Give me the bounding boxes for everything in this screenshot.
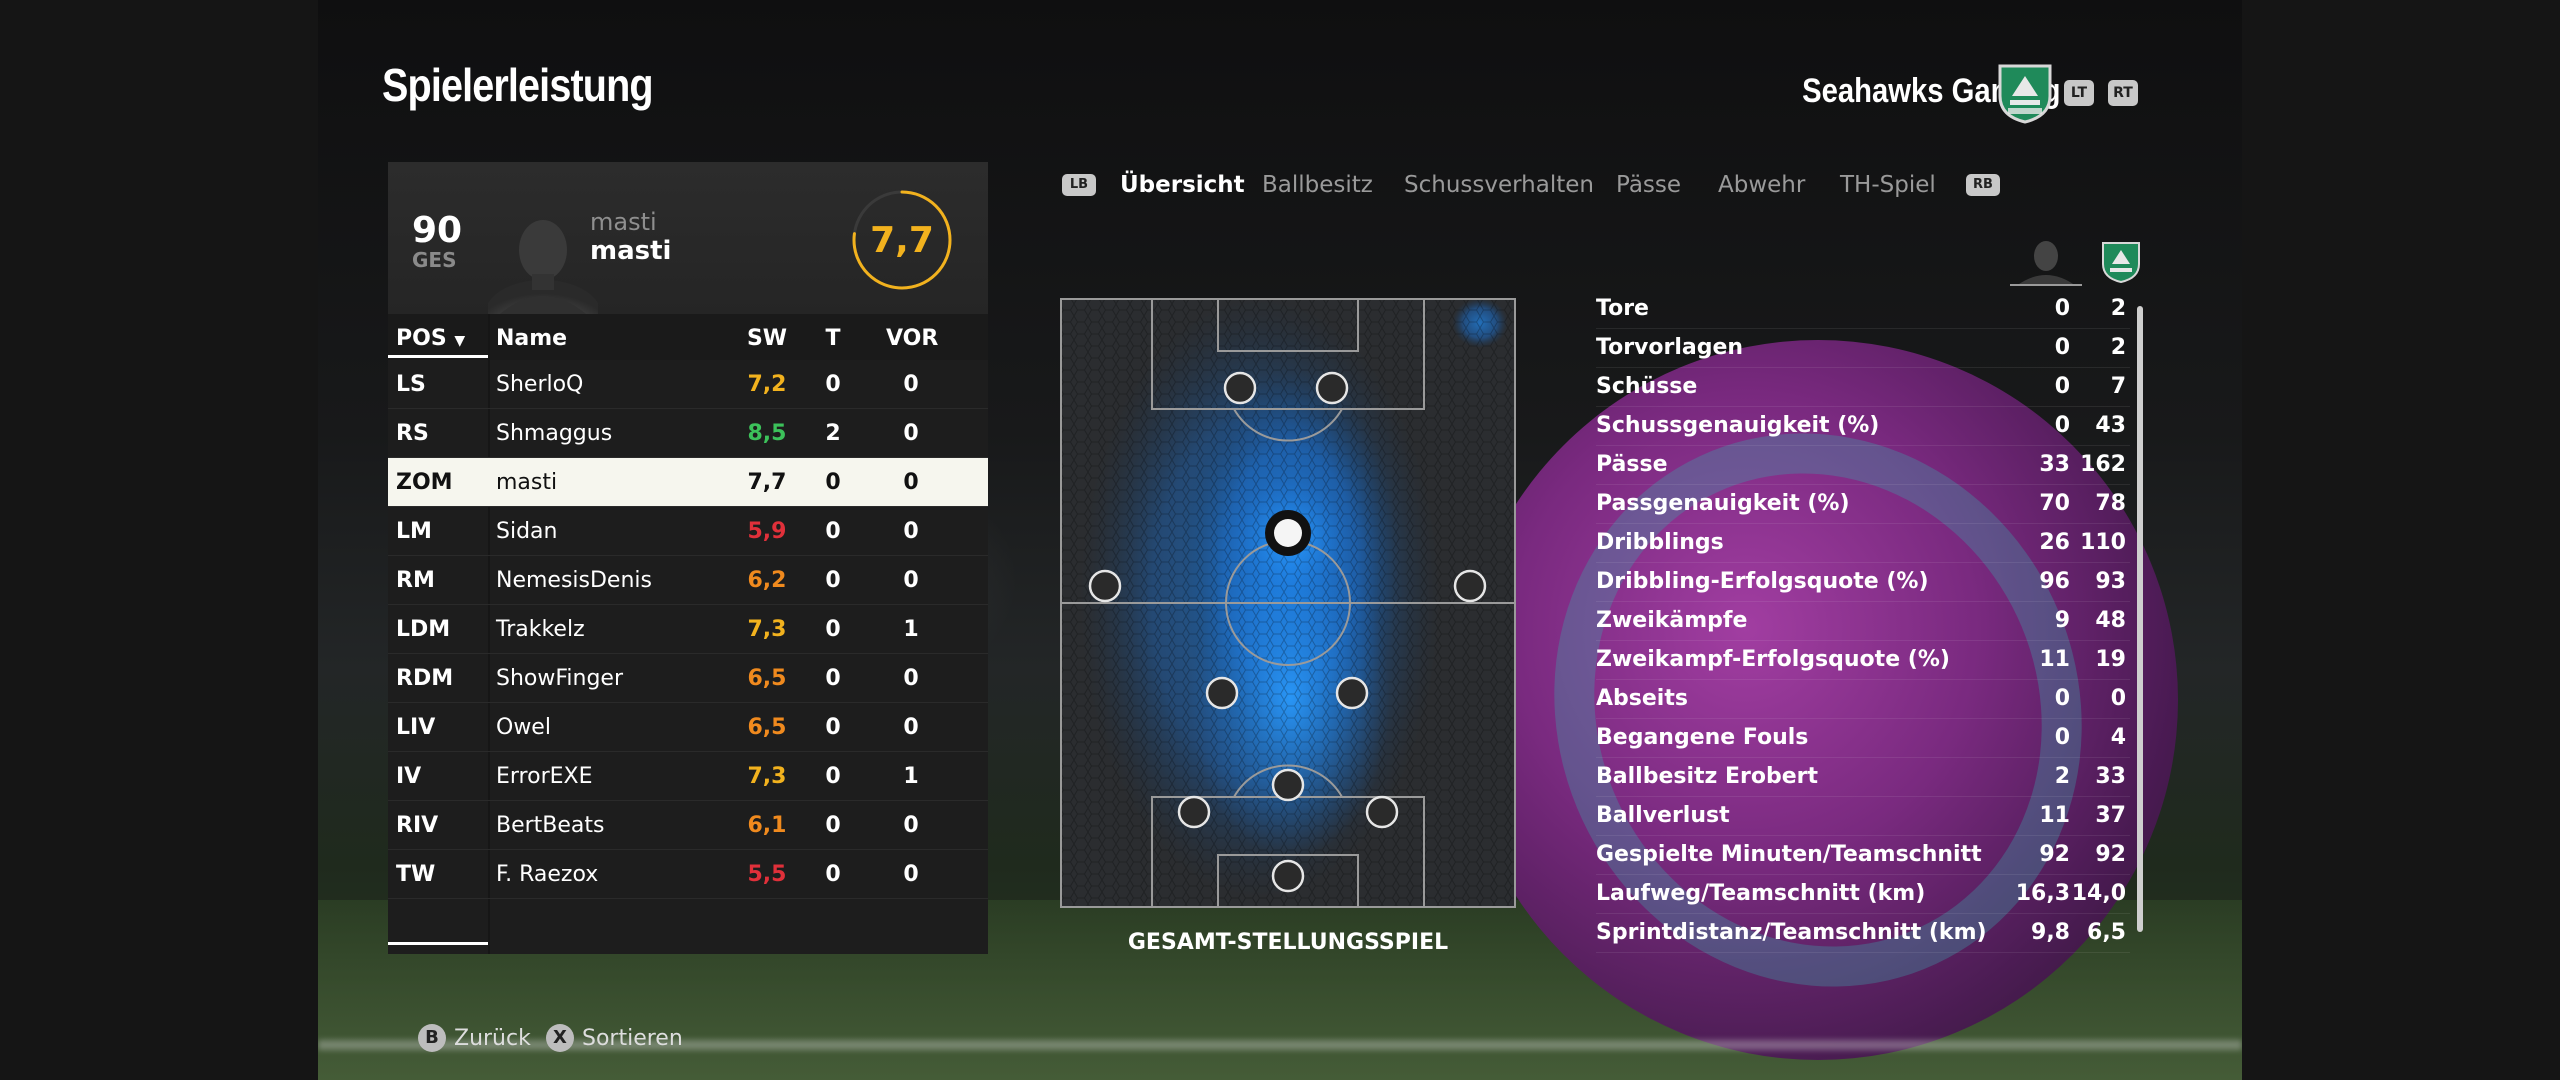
lb-button[interactable]: LB xyxy=(1062,174,1096,196)
column-vor[interactable]: VOR xyxy=(886,326,939,351)
column-t[interactable]: T xyxy=(825,326,841,351)
stat-row: Dribbling-Erfolgsquote (%) 96 93 xyxy=(1596,563,2130,602)
rb-button[interactable]: RB xyxy=(1966,174,2000,196)
team-crest-icon xyxy=(1998,64,2052,124)
sort-action[interactable]: Sortieren xyxy=(582,1026,683,1051)
sort-indicator xyxy=(388,355,488,358)
rt-button[interactable]: RT xyxy=(2108,80,2138,106)
player-rows: LS SherloQ 7,2 0 0 RS Shmaggus 8,5 2 0 ZOM masti 7… xyxy=(388,360,988,899)
tab-abwehr[interactable]: Abwehr xyxy=(1718,172,1806,198)
table-row[interactable]: LM Sidan 5,9 0 0 xyxy=(388,507,988,556)
table-header: POS ▼ Name SW T VOR xyxy=(388,314,988,360)
table-row[interactable]: RM NemesisDenis 6,2 0 0 xyxy=(388,556,988,605)
player-card: 90 GES masti masti 7,7 xyxy=(388,162,988,314)
table-row[interactable]: RS Shmaggus 8,5 2 0 xyxy=(388,409,988,458)
tab-paesse[interactable]: Pässe xyxy=(1616,172,1682,198)
tab-uebersicht[interactable]: Übersicht xyxy=(1120,172,1245,198)
overall-label: GES xyxy=(412,248,457,272)
back-action[interactable]: Zurück xyxy=(454,1026,531,1051)
team-compare-crest-icon xyxy=(2102,242,2140,284)
stat-row: Ballbesitz Erobert 2 33 xyxy=(1596,758,2130,797)
tab-th-spiel[interactable]: TH-Spiel xyxy=(1840,172,1936,198)
stat-row: Tore 0 2 xyxy=(1596,290,2130,329)
column-name[interactable]: Name xyxy=(496,326,568,351)
stats-scrollbar[interactable] xyxy=(2137,306,2143,932)
b-button-icon: B xyxy=(418,1024,446,1052)
stat-row: Schussgenauigkeit (%) 0 43 xyxy=(1596,407,2130,446)
tab-schussverhalten[interactable]: Schussverhalten xyxy=(1404,172,1594,198)
heatmap-pitch xyxy=(1060,298,1516,908)
overall-value: 90 xyxy=(412,210,463,251)
stats-list: Tore 0 2 Torvorlagen 0 2 Schüsse 0 7 Schussgen… xyxy=(1596,290,2130,953)
stat-row: Begangene Fouls 0 4 xyxy=(1596,719,2130,758)
x-button-icon: X xyxy=(546,1024,574,1052)
match-rating: 7,7 xyxy=(870,220,934,261)
lt-button[interactable]: LT xyxy=(2064,80,2094,106)
table-row[interactable]: LIV Owel 6,5 0 0 xyxy=(388,703,988,752)
stat-row: Zweikampf-Erfolgsquote (%) 11 19 xyxy=(1596,641,2130,680)
player-name-small: masti xyxy=(590,208,657,236)
list-scroll-indicator xyxy=(388,942,488,945)
table-row[interactable]: LDM Trakkelz 7,3 0 1 xyxy=(388,605,988,654)
player-compare-avatar-icon xyxy=(2010,241,2082,286)
stat-row: Torvorlagen 0 2 xyxy=(1596,329,2130,368)
table-row[interactable]: IV ErrorEXE 7,3 0 1 xyxy=(388,752,988,801)
stat-row: Dribblings 26 110 xyxy=(1596,524,2130,563)
stat-row: Passgenauigkeit (%) 70 78 xyxy=(1596,485,2130,524)
page-title: Spielerleistung xyxy=(382,59,654,111)
stat-row: Abseits 0 0 xyxy=(1596,680,2130,719)
table-row[interactable]: TW F. Raezox 5,5 0 0 xyxy=(388,850,988,899)
sort-down-icon: ▼ xyxy=(454,333,466,349)
player-list-panel: 90 GES masti masti 7,7 POS ▼ Name SW T V… xyxy=(388,162,988,954)
stat-row: Gespielte Minuten/Teamschnitt 92 92 xyxy=(1596,836,2130,875)
football-image xyxy=(1458,340,2178,1060)
table-row[interactable]: LS SherloQ 7,2 0 0 xyxy=(388,360,988,409)
player-avatar-icon xyxy=(488,220,598,314)
stat-row: Zweikämpfe 9 48 xyxy=(1596,602,2130,641)
stat-row: Sprintdistanz/Teamschnitt (km) 9,8 6,5 xyxy=(1596,914,2130,953)
player-name: masti xyxy=(590,236,672,266)
column-pos[interactable]: POS ▼ xyxy=(396,326,466,351)
stat-row: Laufweg/Teamschnitt (km) 16,3 14,0 xyxy=(1596,875,2130,914)
stat-row: Schüsse 0 7 xyxy=(1596,368,2130,407)
rating-ring xyxy=(852,190,952,290)
tab-ballbesitz[interactable]: Ballbesitz xyxy=(1262,172,1373,198)
stat-row: Ballverlust 11 37 xyxy=(1596,797,2130,836)
table-row-selected[interactable]: ZOM masti 7,7 0 0 xyxy=(388,458,988,507)
pitch-caption: GESAMT-STELLUNGSSPIEL xyxy=(1127,930,1449,955)
column-divider xyxy=(488,314,490,954)
table-row[interactable]: RIV BertBeats 6,1 0 0 xyxy=(388,801,988,850)
column-sw[interactable]: SW xyxy=(746,326,788,351)
table-row[interactable]: RDM ShowFinger 6,5 0 0 xyxy=(388,654,988,703)
stat-row: Pässe 33 162 xyxy=(1596,446,2130,485)
